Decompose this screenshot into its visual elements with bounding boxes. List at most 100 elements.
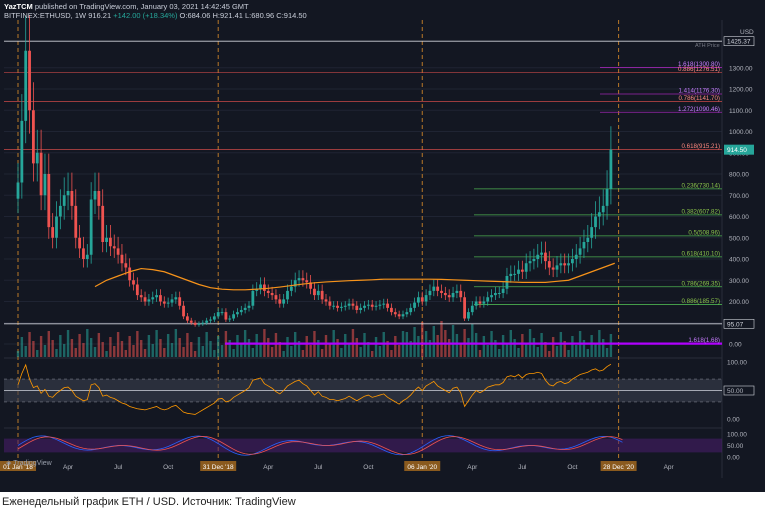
volume-bar [205, 332, 208, 357]
candle-body [478, 301, 482, 304]
candle-body [278, 299, 282, 304]
y-tick-label: 800.00 [729, 172, 749, 179]
volume-bar [290, 346, 293, 357]
candle-body [89, 199, 93, 255]
candle-body [216, 312, 220, 317]
candle-body [186, 316, 189, 321]
x-tick-label: Jul [314, 464, 323, 471]
volume-bar [43, 345, 47, 357]
volume-bar [582, 340, 586, 357]
volume-bar [174, 329, 178, 357]
candle-body [501, 288, 505, 293]
candle-body [166, 302, 170, 304]
candle-body [178, 297, 182, 306]
candle-body [536, 254, 540, 259]
x-tick-label: Oct [163, 464, 173, 471]
volume-bar [305, 336, 308, 357]
y-tick-label: 300.00 [729, 278, 749, 285]
volume-bar [247, 339, 251, 357]
stoch-tick-label: 50.00 [727, 443, 744, 450]
volume-bar [267, 338, 270, 357]
candle-body [467, 312, 470, 319]
candle-body [16, 182, 20, 199]
tradingview-logo: ◈ TradingView [6, 459, 52, 467]
candle-body [551, 267, 555, 270]
volume-bar [240, 344, 243, 357]
currency-label: USD [740, 29, 754, 36]
candle-body [563, 263, 567, 266]
volume-bar [482, 336, 486, 357]
volume-bar [320, 349, 324, 357]
volume-bar [109, 337, 112, 357]
volume-bar [317, 340, 320, 357]
candle-body [263, 284, 266, 291]
tradingview-chart-screenshot: 1300.001200.001100.001000.00900.00800.00… [0, 0, 765, 492]
candle-body [120, 254, 124, 264]
candle-body [135, 284, 139, 296]
candle-body [324, 299, 328, 302]
volume-bar [209, 341, 212, 357]
volume-bar [124, 350, 127, 357]
rsi-tick-label: 0.00 [727, 417, 740, 424]
volume-bar [197, 337, 201, 357]
candle-body [424, 295, 428, 302]
volume-bar [467, 338, 470, 357]
volume-bar [259, 343, 262, 357]
candle-body [212, 316, 216, 320]
tradingview-logo-icon: ◈ [6, 460, 12, 467]
candle-body [594, 216, 597, 228]
candle-body [366, 304, 370, 306]
level-price-label: 1425.37 [727, 39, 751, 46]
volume-bar [575, 345, 578, 357]
volume-bar [432, 326, 435, 357]
volume-bar [220, 345, 224, 357]
candle-body [266, 290, 270, 293]
candle-body [47, 174, 51, 228]
y-tick-label: 1300.00 [729, 65, 753, 72]
author-name[interactable]: YazTCM [4, 2, 33, 11]
candle-body [62, 195, 66, 206]
last-price-tag [724, 144, 754, 155]
candle-body [201, 322, 205, 324]
volume-bar [363, 333, 366, 357]
x-tick-label: Oct [363, 464, 373, 471]
candle-body [582, 242, 586, 249]
volume-bar [20, 337, 24, 357]
volume-bar [551, 337, 555, 357]
candle-body [313, 288, 316, 296]
candle-body [297, 278, 301, 281]
candle-body [332, 305, 336, 307]
volume-bar [602, 339, 605, 357]
volume-bar [278, 342, 281, 357]
candle-body [70, 191, 74, 206]
volume-bar [132, 345, 135, 357]
candle-body [567, 263, 570, 266]
candle-body [209, 319, 212, 321]
candle-body [55, 216, 58, 238]
volume-bar [255, 334, 258, 357]
candle-body [93, 191, 97, 200]
volume-bar [501, 335, 505, 357]
volume-bar [120, 341, 124, 357]
volume-bar [93, 347, 97, 357]
volume-bar [590, 335, 593, 357]
candle-body [578, 248, 582, 255]
candle-body [112, 246, 116, 249]
stoch-tick-label: 100.00 [727, 432, 747, 439]
candle-body [143, 297, 147, 302]
candle-body [374, 305, 378, 307]
symbol-label[interactable]: BITFINEX:ETHUSD, 1W [4, 11, 87, 20]
candle-body [301, 278, 305, 281]
volume-bar [213, 350, 216, 357]
level-label: 0.382(607.82) [681, 208, 720, 215]
volume-bar [28, 332, 31, 357]
volume-bar [101, 342, 104, 357]
candle-body [459, 290, 463, 298]
volume-bar [309, 345, 312, 357]
volume-bar [359, 347, 362, 357]
volume-bar [97, 333, 101, 357]
candle-body [205, 320, 209, 323]
volume-bar [609, 334, 613, 357]
candle-body [555, 265, 559, 270]
candle-body [182, 305, 185, 317]
